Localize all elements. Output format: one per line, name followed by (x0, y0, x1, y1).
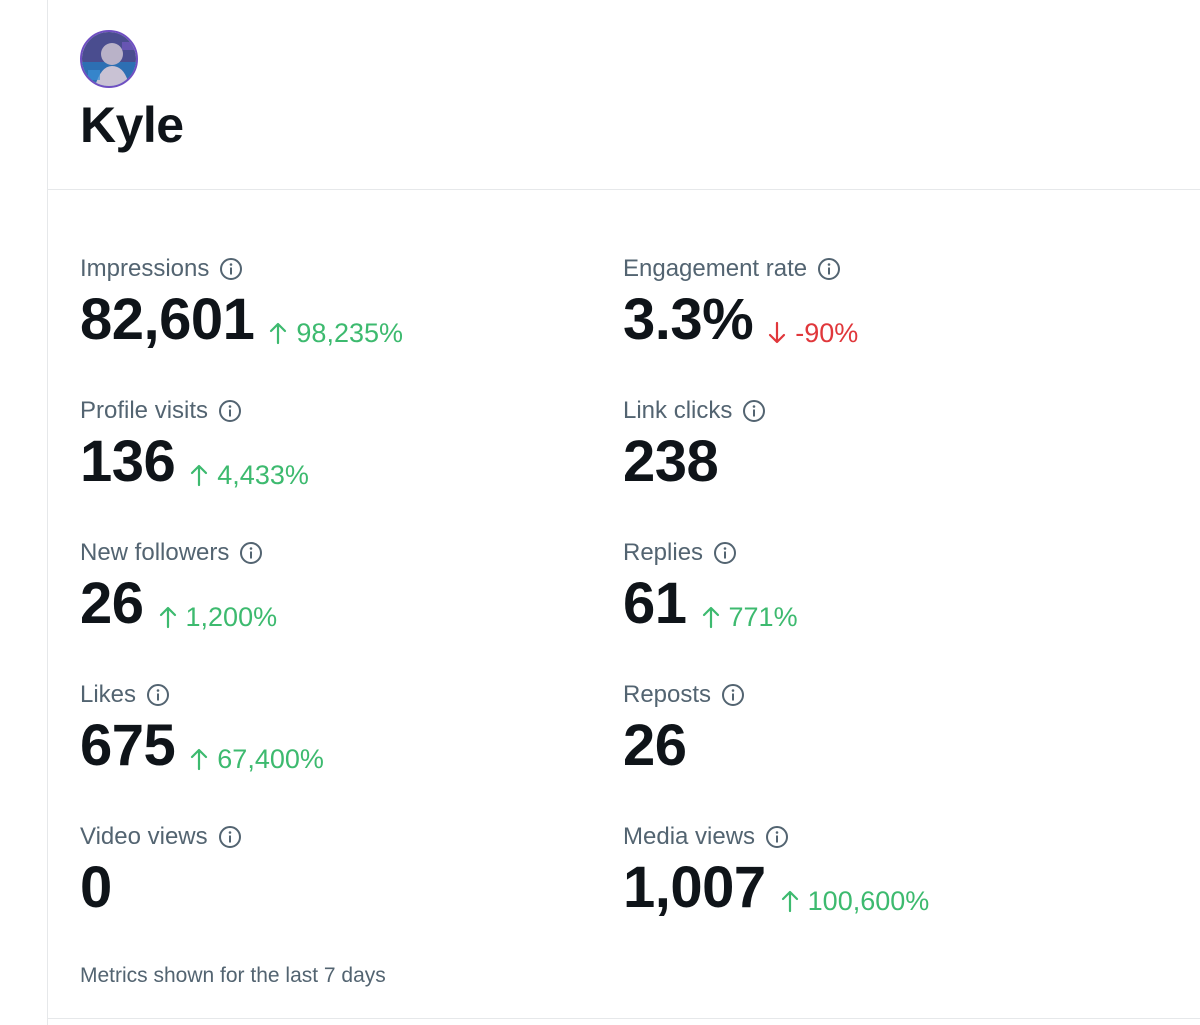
analytics-panel: Kyle Impressions 82,601 98,235% Profile … (47, 0, 1200, 1025)
metric-change-value: 98,235% (296, 318, 403, 348)
info-icon[interactable] (817, 257, 841, 281)
metric-value: 136 (80, 429, 176, 494)
metric-value: 61 (623, 571, 687, 636)
metric-change: 100,600% (780, 886, 930, 916)
arrow-up-icon (158, 605, 178, 629)
metric-change: 98,235% (268, 318, 403, 348)
info-icon[interactable] (721, 683, 745, 707)
metric-value: 238 (623, 429, 719, 494)
metric-value: 675 (80, 713, 176, 778)
metric-change-value: 100,600% (807, 886, 930, 916)
info-icon[interactable] (218, 399, 242, 423)
metric-value: 1,007 (623, 855, 766, 920)
arrow-up-icon (189, 463, 209, 487)
header-divider (48, 189, 1200, 190)
metric-likes: Likes 675 67,400% (80, 680, 324, 776)
metric-media-views: Media views 1,007 100,600% (623, 822, 929, 918)
metric-new-followers: New followers 26 1,200% (80, 538, 277, 634)
info-icon[interactable] (742, 399, 766, 423)
metric-impressions: Impressions 82,601 98,235% (80, 254, 403, 350)
metric-change-value: 67,400% (217, 744, 324, 774)
metric-video-views: Video views 0 (80, 822, 242, 918)
metric-label: Profile visits (80, 397, 209, 424)
info-icon[interactable] (146, 683, 170, 707)
metric-reposts: Reposts 26 (623, 680, 745, 776)
info-icon[interactable] (713, 541, 737, 565)
arrow-up-icon (780, 889, 800, 913)
metric-link-clicks: Link clicks 238 (623, 396, 766, 492)
metric-label: Likes (80, 681, 137, 708)
metric-value: 26 (80, 571, 144, 636)
metric-value: 0 (80, 855, 112, 920)
profile-name: Kyle (80, 97, 184, 153)
info-icon[interactable] (239, 541, 263, 565)
arrow-up-icon (189, 747, 209, 771)
metric-change: 1,200% (158, 602, 278, 632)
avatar[interactable] (80, 30, 138, 88)
metric-label: Reposts (623, 681, 712, 708)
metric-change: -90% (767, 318, 858, 348)
metric-profile-visits: Profile visits 136 4,433% (80, 396, 309, 492)
metric-engagement-rate: Engagement rate 3.3% -90% (623, 254, 858, 350)
info-icon[interactable] (765, 825, 789, 849)
metric-label: Replies (623, 539, 704, 566)
metric-change-value: 4,433% (217, 460, 309, 490)
metric-label: New followers (80, 539, 230, 566)
metric-value: 82,601 (80, 287, 255, 352)
metrics-period-note: Metrics shown for the last 7 days (80, 964, 386, 987)
info-icon[interactable] (218, 825, 242, 849)
arrow-down-icon (767, 321, 787, 345)
profile-header: Kyle (80, 30, 184, 154)
metric-change-value: -90% (795, 318, 859, 348)
metric-change: 771% (701, 602, 798, 632)
metric-change-value: 1,200% (185, 602, 278, 632)
footer-divider (48, 1018, 1200, 1019)
info-icon[interactable] (219, 257, 243, 281)
metric-label: Video views (80, 823, 208, 850)
metric-change-value: 771% (728, 602, 798, 632)
metric-label: Link clicks (623, 397, 733, 424)
metric-label: Engagement rate (623, 255, 808, 282)
avatar-image (82, 32, 136, 86)
metric-value: 3.3% (623, 287, 754, 352)
metric-change: 4,433% (189, 460, 309, 490)
arrow-up-icon (701, 605, 721, 629)
metric-replies: Replies 61 771% (623, 538, 798, 634)
metric-label: Media views (623, 823, 756, 850)
metric-label: Impressions (80, 255, 210, 282)
metric-value: 26 (623, 713, 687, 778)
metric-change: 67,400% (189, 744, 324, 774)
arrow-up-icon (268, 321, 288, 345)
